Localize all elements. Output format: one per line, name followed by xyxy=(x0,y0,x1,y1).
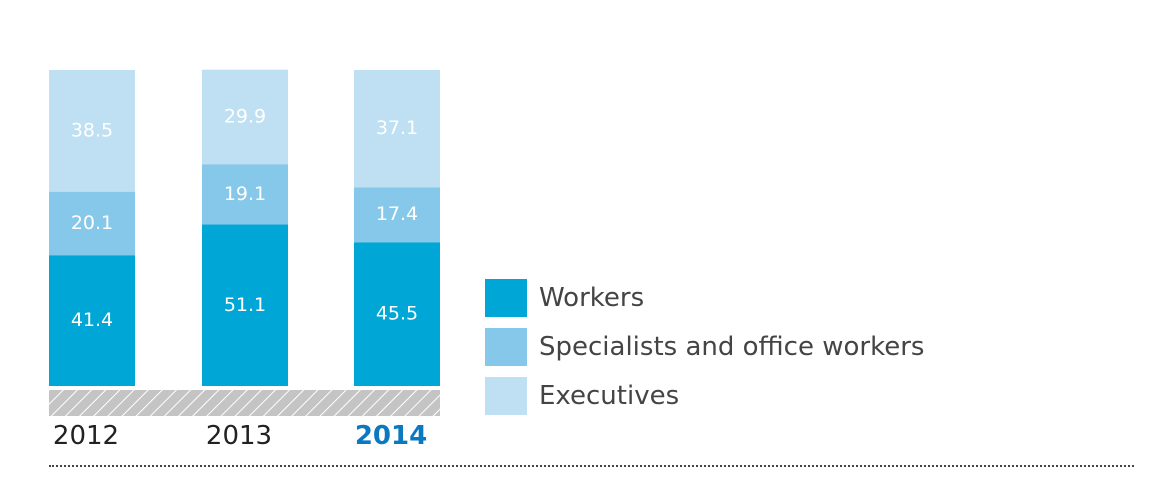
bar-2014-series-1 xyxy=(354,187,440,243)
legend-label: Specialists and office workers xyxy=(539,332,925,362)
stacked-bar-chart: 41.4 20.1 38.5 2012 51.1 19.1 29.9 2013 45.5 17.4… xyxy=(49,69,440,451)
dotted-divider xyxy=(49,465,1134,467)
data-label: 51.1 xyxy=(224,294,266,316)
legend-swatch xyxy=(485,279,527,317)
bar-2013-series-2 xyxy=(202,69,288,165)
legend-item-workers: Workers xyxy=(485,279,924,317)
data-label: 37.1 xyxy=(376,117,418,139)
legend-item-executives: Executives xyxy=(485,377,924,415)
bar-2012-series-0 xyxy=(49,255,135,386)
x-tick-label: 2014 xyxy=(355,421,427,451)
data-label: 38.5 xyxy=(71,119,113,141)
data-label: 20.1 xyxy=(71,212,113,234)
legend-label: Workers xyxy=(539,283,645,313)
legend-item-specialists: Specialists and office workers xyxy=(485,328,924,366)
legend-swatch xyxy=(485,328,527,366)
data-label: 45.5 xyxy=(376,303,418,325)
data-label: 41.4 xyxy=(71,309,113,331)
data-label: 17.4 xyxy=(376,203,418,225)
bar-2013-series-1 xyxy=(202,164,288,225)
bar-2012-series-1 xyxy=(49,191,135,256)
bar-2013-series-0 xyxy=(202,224,288,386)
bar-2014-series-0 xyxy=(354,242,440,386)
legend-swatch xyxy=(485,377,527,415)
data-label: 29.9 xyxy=(224,105,266,127)
legend: Workers Specialists and office workers E… xyxy=(485,279,924,426)
bar-2012-series-2 xyxy=(49,70,135,192)
x-tick-label: 2012 xyxy=(53,421,119,451)
legend-label: Executives xyxy=(539,381,680,411)
x-tick-label: 2013 xyxy=(206,421,272,451)
bar-2014-series-2 xyxy=(354,70,440,188)
data-label: 19.1 xyxy=(224,183,266,205)
baseline-hatch xyxy=(49,390,440,416)
